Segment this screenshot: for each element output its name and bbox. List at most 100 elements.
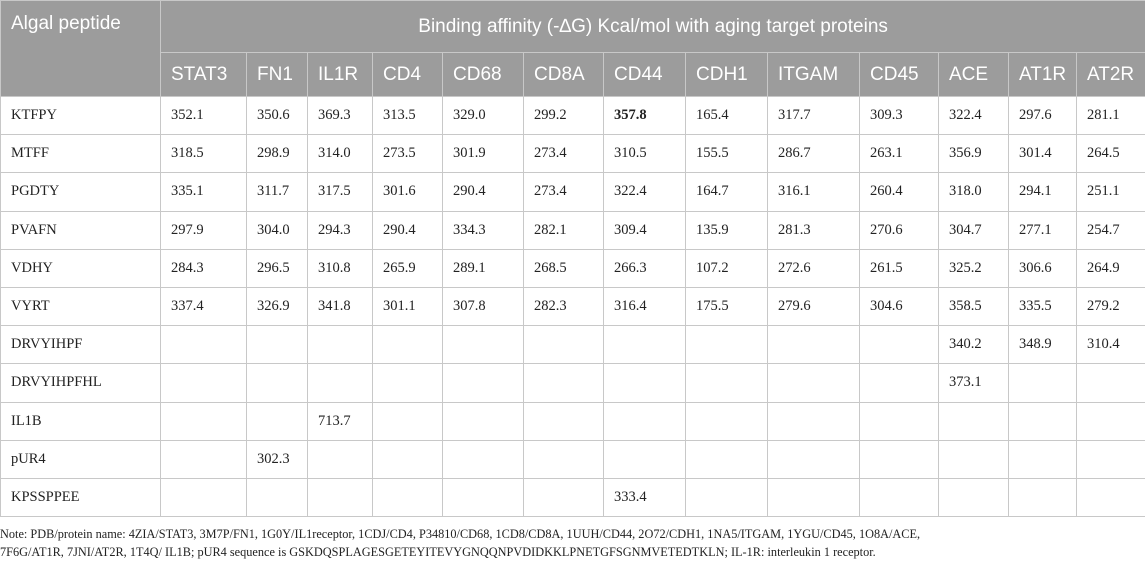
affinity-cell: 299.2 xyxy=(523,95,604,136)
affinity-cell xyxy=(1075,477,1145,518)
affinity-cell: 281.3 xyxy=(767,210,860,250)
affinity-cell xyxy=(1008,363,1077,403)
affinity-cell xyxy=(1075,439,1145,479)
column-header: CD44 xyxy=(603,52,686,97)
affinity-cell: 254.7 xyxy=(1075,210,1145,250)
affinity-cell: 335.5 xyxy=(1008,286,1077,327)
affinity-cell: 316.1 xyxy=(767,172,860,212)
affinity-cell xyxy=(523,363,604,403)
table-row: KTFPY 352.1 350.6 369.3 313.5 329.0 299.2 357.8… xyxy=(0,95,1145,136)
affinity-cell: 301.4 xyxy=(1008,134,1077,174)
peptide-name-cell: DRVYIHPFHL xyxy=(0,363,161,403)
affinity-cell xyxy=(523,439,604,479)
affinity-cell xyxy=(1008,439,1077,479)
affinity-cell: 155.5 xyxy=(685,134,768,174)
affinity-cell xyxy=(685,477,768,518)
affinity-cell xyxy=(1075,363,1145,403)
column-header: CDH1 xyxy=(685,52,768,97)
affinity-cell xyxy=(160,401,247,441)
affinity-cell: 270.6 xyxy=(859,210,939,250)
table-container: Algal peptide Binding affinity (-∆G) Kca… xyxy=(0,0,1145,518)
affinity-cell xyxy=(859,325,939,365)
table-row: PVAFN 297.9 304.0 294.3 290.4 334.3 282.1 309.4… xyxy=(0,210,1145,250)
affinity-cell xyxy=(603,401,686,441)
affinity-cell: 310.4 xyxy=(1075,325,1145,365)
affinity-cell: 277.1 xyxy=(1008,210,1077,250)
table-row: PGDTY 335.1 311.7 317.5 301.6 290.4 273.4 322.4… xyxy=(0,172,1145,212)
affinity-cell xyxy=(938,439,1009,479)
table-row: VYRT 337.4 326.9 341.8 301.1 307.8 282.3 316.4 1… xyxy=(0,286,1145,327)
affinity-cell: 310.5 xyxy=(603,134,686,174)
affinity-cell: 309.3 xyxy=(859,95,939,136)
affinity-cell xyxy=(938,477,1009,518)
affinity-cell: 107.2 xyxy=(685,248,768,288)
affinity-cell: 304.0 xyxy=(246,210,308,250)
affinity-cell xyxy=(767,401,860,441)
table-note: Note: PDB/protein name: 4ZIA/STAT3, 3M7P… xyxy=(0,525,1140,561)
affinity-cell: 266.3 xyxy=(603,248,686,288)
affinity-cell xyxy=(442,439,524,479)
affinity-cell: 317.7 xyxy=(767,95,860,136)
affinity-cell xyxy=(767,363,860,403)
affinity-cell: 306.6 xyxy=(1008,248,1077,288)
affinity-cell: 322.4 xyxy=(938,95,1009,136)
peptide-name-cell: KTFPY xyxy=(0,95,161,136)
affinity-cell: 290.4 xyxy=(442,172,524,212)
affinity-cell: 289.1 xyxy=(442,248,524,288)
affinity-cell xyxy=(160,439,247,479)
affinity-cell xyxy=(372,401,443,441)
affinity-cell: 304.6 xyxy=(859,286,939,327)
affinity-cell: 290.4 xyxy=(372,210,443,250)
affinity-cell: 316.4 xyxy=(603,286,686,327)
peptide-name-cell: PVAFN xyxy=(0,210,161,250)
affinity-cell: 350.6 xyxy=(246,95,308,136)
group-header: Binding affinity (-∆G) Kcal/mol with agi… xyxy=(159,0,1145,53)
affinity-cell: 286.7 xyxy=(767,134,860,174)
peptide-name-cell: VDHY xyxy=(0,248,161,288)
affinity-cell xyxy=(160,363,247,403)
affinity-cell: 326.9 xyxy=(246,286,308,327)
column-header: CD8A xyxy=(523,52,604,97)
affinity-cell: 273.4 xyxy=(523,134,604,174)
affinity-cell xyxy=(442,401,524,441)
affinity-cell xyxy=(372,477,443,518)
affinity-cell: 282.3 xyxy=(523,286,604,327)
affinity-cell xyxy=(1008,477,1077,518)
affinity-cell xyxy=(685,363,768,403)
affinity-cell xyxy=(372,439,443,479)
column-header: CD4 xyxy=(372,52,443,97)
table-body: KTFPY 352.1 350.6 369.3 313.5 329.0 299.2 357.8… xyxy=(0,95,1145,518)
table-row: MTFF 318.5 298.9 314.0 273.5 301.9 273.4 310.5 1… xyxy=(0,134,1145,174)
affinity-cell: 298.9 xyxy=(246,134,308,174)
affinity-cell xyxy=(603,363,686,403)
affinity-cell: 314.0 xyxy=(307,134,373,174)
column-header: AT1R xyxy=(1008,52,1077,97)
affinity-cell: 373.1 xyxy=(938,363,1009,403)
note-line-1: Note: PDB/protein name: 4ZIA/STAT3, 3M7P… xyxy=(0,527,921,541)
affinity-cell xyxy=(938,401,1009,441)
affinity-cell xyxy=(442,363,524,403)
affinity-cell: 261.5 xyxy=(859,248,939,288)
affinity-cell: 281.1 xyxy=(1075,95,1145,136)
affinity-cell: 273.5 xyxy=(372,134,443,174)
affinity-cell: 322.4 xyxy=(603,172,686,212)
affinity-cell: 307.8 xyxy=(442,286,524,327)
affinity-cell xyxy=(767,439,860,479)
affinity-cell: 333.4 xyxy=(603,477,686,518)
affinity-cell: 334.3 xyxy=(442,210,524,250)
affinity-cell xyxy=(246,477,308,518)
affinity-cell: 264.9 xyxy=(1075,248,1145,288)
peptide-name-cell: DRVYIHPF xyxy=(0,325,161,365)
affinity-cell xyxy=(685,439,768,479)
affinity-cell xyxy=(685,401,768,441)
peptide-name-cell: IL1B xyxy=(0,401,161,441)
affinity-cell: 294.3 xyxy=(307,210,373,250)
affinity-cell xyxy=(307,439,373,479)
affinity-cell: 301.6 xyxy=(372,172,443,212)
affinity-cell xyxy=(307,363,373,403)
affinity-cell: 357.8 xyxy=(603,95,686,136)
affinity-cell xyxy=(246,401,308,441)
affinity-cell: 313.5 xyxy=(372,95,443,136)
affinity-cell xyxy=(767,477,860,518)
affinity-cell: 302.3 xyxy=(246,439,308,479)
